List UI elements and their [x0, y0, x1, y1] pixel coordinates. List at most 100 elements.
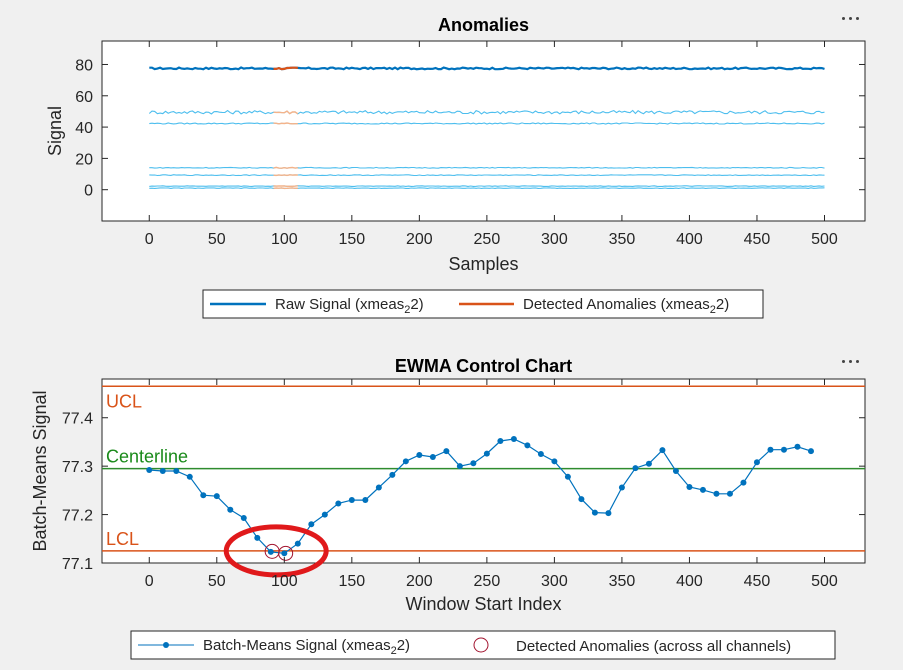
batch-means-point [632, 465, 639, 472]
ewma-legend-box [130, 630, 836, 660]
batch-means-point [159, 468, 166, 474]
batch-means-point [510, 436, 517, 443]
detected-anomaly-marker [278, 545, 294, 561]
batch-means-point [605, 510, 612, 517]
channel-signal-line [149, 166, 825, 169]
batch-means-point [227, 506, 234, 513]
batch-means-point [564, 473, 571, 480]
batch-means-point [767, 446, 774, 453]
batch-means-point [321, 511, 328, 518]
x-tick-label: 100 [271, 573, 298, 590]
batch-means-point [537, 451, 544, 458]
batch-means-point [375, 484, 382, 491]
detected-anomaly-segment [273, 66, 298, 71]
channel-anomaly-segment [273, 166, 298, 169]
y-tick-label: 20 [75, 151, 93, 168]
ewma-plot-area [101, 378, 866, 564]
x-tick-label: 450 [744, 231, 771, 248]
batch-means-point [483, 450, 490, 457]
x-tick-label: 350 [609, 231, 636, 248]
batch-means-point [186, 473, 193, 480]
batch-means-point [794, 443, 801, 450]
y-tick-label: 60 [75, 89, 93, 106]
batch-means-point [659, 447, 666, 454]
batch-means-point [443, 448, 450, 455]
x-tick-label: 150 [338, 573, 365, 590]
batch-means-point [726, 490, 733, 497]
batch-means-point [389, 471, 396, 478]
batch-means-point [578, 496, 585, 503]
channel-anomaly-segment [273, 174, 298, 177]
batch-means-point [753, 459, 760, 466]
batch-means-point [254, 534, 261, 541]
x-tick-label: 300 [541, 231, 568, 248]
anomalies-ylabel: Signal [45, 106, 65, 156]
x-tick-label: 150 [338, 231, 365, 248]
x-tick-label: 50 [208, 231, 226, 248]
ewma-axes: UCL Centerline LCL 0 50 100 150 200 250 300 350 40… [30, 356, 866, 614]
anomalies-xlabel: Samples [448, 254, 518, 274]
legend-detected-anomalies-label: Detected Anomalies (xmeas22) [523, 296, 729, 316]
batch-means-point [807, 448, 814, 455]
channel-anomaly-segment [273, 110, 299, 115]
x-tick-label: 100 [271, 231, 298, 248]
legend-raw-signal-label: Raw Signal (xmeas22) [275, 296, 424, 316]
batch-means-point [240, 514, 247, 521]
x-tick-label: 350 [609, 573, 636, 590]
y-tick-label: 0 [84, 183, 93, 200]
batch-means-point [456, 463, 463, 470]
channel-signal-line [149, 185, 825, 187]
channel-signal-line [149, 174, 825, 177]
batch-means-point [672, 468, 679, 474]
batch-means-point [267, 548, 274, 555]
legend-batch-means-label: Batch-Means Signal (xmeas22) [203, 637, 410, 657]
batch-means-point [524, 442, 531, 449]
batch-means-point [362, 497, 369, 504]
x-tick-label: 500 [811, 231, 838, 248]
channel-anomaly-segment [273, 122, 298, 125]
x-tick-label: 450 [744, 573, 771, 590]
more-options-icon[interactable] [838, 12, 868, 26]
ucl-label: UCL [106, 391, 142, 411]
batch-means-point [591, 509, 598, 516]
batch-means-point [551, 458, 558, 465]
x-tick-label: 200 [406, 231, 433, 248]
ewma-ylabel: Batch-Means Signal [30, 390, 50, 551]
ewma-xlabel: Window Start Index [405, 594, 561, 614]
channel-signal-line [149, 122, 825, 125]
batch-means-point [497, 437, 504, 444]
batch-means-point [200, 492, 207, 499]
raw-signal-line [149, 66, 825, 71]
anomalies-legend[interactable]: Raw Signal (xmeas22) Detected Anomalies … [202, 289, 764, 319]
x-tick-label: 0 [145, 573, 154, 590]
channel-signal-line [149, 187, 825, 189]
batch-means-point [416, 452, 423, 459]
x-tick-label: 200 [406, 573, 433, 590]
x-tick-label: 400 [676, 231, 703, 248]
batch-means-point [645, 460, 652, 467]
x-tick-label: 0 [145, 231, 154, 248]
legend-batch-means-swatch-marker [163, 642, 169, 648]
ewma-title: EWMA Control Chart [395, 356, 572, 376]
y-tick-label: 77.3 [62, 459, 93, 476]
ewma-legend[interactable]: Batch-Means Signal (xmeas22) Detected An… [130, 630, 836, 660]
batch-means-point [740, 479, 747, 486]
batch-means-point [281, 550, 288, 557]
anomalies-title: Anomalies [438, 15, 529, 35]
batch-means-point [686, 483, 693, 490]
batch-means-point [429, 453, 436, 460]
batch-means-point [213, 493, 220, 500]
batch-means-point [699, 486, 706, 493]
x-tick-label: 250 [474, 231, 501, 248]
batch-means-point [402, 458, 409, 465]
legend-detected-anomalies-marker [473, 637, 489, 653]
batch-means-point [146, 467, 153, 474]
y-tick-label: 77.1 [62, 556, 93, 573]
batch-means-point [713, 490, 720, 497]
more-options-icon[interactable] [838, 355, 868, 369]
y-tick-label: 80 [75, 57, 93, 74]
highlight-ellipse [223, 524, 329, 578]
anomalies-axes: 0 50 100 150 200 250 300 350 400 450 500 0 20 40 60 80… [45, 15, 866, 274]
channel-signal-line [148, 109, 825, 115]
legend-anomalies-all-channels-label: Detected Anomalies (across all channels) [516, 638, 791, 655]
